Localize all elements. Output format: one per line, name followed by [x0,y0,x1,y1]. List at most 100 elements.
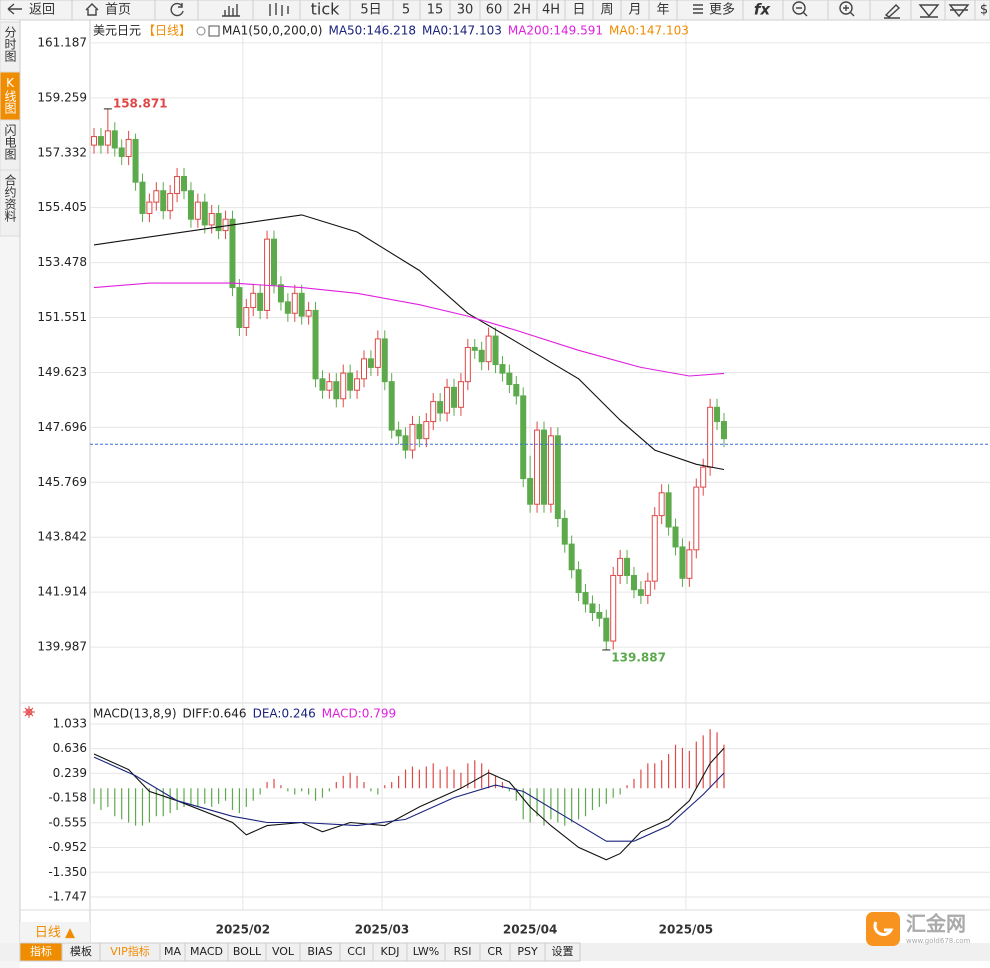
toolbar-button[interactable]: 30 [457,3,474,18]
candle-body [700,466,707,488]
period-button[interactable] [20,922,90,942]
legend-item: MACD:0.799 [322,707,396,721]
legend-item: MA200:149.591 [508,24,603,38]
tri-icon [918,4,940,18]
toolbar-button[interactable]: 4H [542,3,560,18]
y-tick-label: 141.914 [37,585,87,599]
candle-body [104,130,111,146]
indicator-icon [23,706,35,718]
toolbar-button[interactable]: fx [754,1,772,19]
tab-label[interactable]: MACD [190,945,223,958]
toolbar-button[interactable]: 2H [513,3,531,18]
toolbar-button[interactable]: 返回 [29,3,55,18]
toolbar-button[interactable]: 首页 [105,3,131,18]
y-tick-label: 155.405 [37,200,87,214]
candle-body [264,238,271,311]
candle-body [153,190,160,203]
candle-body [658,492,665,517]
candle-body [91,136,98,146]
brand: 汇金网 www.gold678.com [866,912,971,946]
tab-label[interactable]: CR [487,945,503,958]
side-tab-label[interactable]: 合约资料 [3,173,17,222]
low-label: 139.887 [611,650,666,664]
candle-body [693,486,700,551]
toolbar-button[interactable]: 日 [572,3,585,18]
candle-body [181,175,188,192]
toolbar-button[interactable]: $ [980,3,988,18]
candle-body [582,592,589,605]
candle-body [354,378,361,391]
y-tick-label: 159.259 [37,90,87,104]
tab-label[interactable]: LW% [413,945,439,958]
y-tick-label: -0.158 [48,791,87,805]
setting-icon[interactable] [208,25,220,37]
tab-label[interactable]: RSI [454,945,472,958]
candle-body [624,557,631,576]
y-tick-label: -0.952 [48,840,87,854]
candle-body [111,130,118,149]
tab-label[interactable]: BOLL [233,945,262,958]
toolbar-button[interactable]: 5日 [360,3,381,18]
toolbar-button[interactable]: 15 [427,3,444,18]
tab-label[interactable]: VIP指标 [110,944,149,958]
candle-body [416,423,423,440]
tab-label[interactable]: KDJ [381,945,400,958]
candle-body [471,346,478,351]
toolbar-button[interactable]: 更多 [709,2,735,18]
x-tick-label: 2025/04 [503,923,557,937]
add-icon[interactable] [196,26,206,36]
candle-body [395,429,402,437]
candle-body [139,181,146,215]
bar-icon [222,4,240,17]
tab-label[interactable]: 设置 [552,945,574,958]
candle-body [617,557,624,576]
candle-body [513,384,520,397]
side-tab-label[interactable]: 分时图 [3,26,17,62]
toolbar-icons [7,1,970,19]
candle-body [333,381,340,400]
side-tab-label[interactable]: 闪电图 [3,124,17,160]
candle-body [284,301,291,314]
y-tick-label: 1.033 [53,716,87,730]
candle-body [340,372,347,400]
toolbar-button[interactable]: 年 [656,3,669,18]
candle-body [222,218,229,232]
zoom-in-icon [839,1,853,15]
tab-label[interactable]: 模板 [70,944,92,958]
candle-body [534,429,541,505]
candle-body [146,201,153,215]
x-tick-label: 2025/05 [659,923,713,937]
toolbar-button[interactable]: 周 [600,3,613,18]
tab[interactable] [544,942,581,962]
tab-label[interactable]: VOL [272,945,295,958]
candle-body [236,287,243,329]
tab-label[interactable]: BIAS [307,945,332,958]
y-tick-label: 143.842 [37,530,87,544]
candle-body [215,213,222,232]
tab-label[interactable]: CCI [347,945,366,958]
candle-body [478,349,485,363]
toolbar-button[interactable]: tick [311,0,341,19]
period-button-label[interactable]: 日线 ▲ [35,926,75,941]
candle-body [492,335,499,366]
tab-label[interactable]: PSY [517,945,538,958]
toolbar-button[interactable]: 5 [402,3,410,18]
candle-body [291,292,298,314]
candle-body [118,147,125,158]
indicator-line [93,756,725,842]
candle-body [665,492,672,528]
candle-body [651,515,658,582]
candle-icon [269,3,289,16]
candle-body [388,381,395,431]
toolbar-button[interactable]: 60 [486,3,503,18]
candle-body [603,617,610,642]
side-tab-label[interactable]: K线图 [3,76,17,114]
x-tick-label: 2025/03 [355,923,409,937]
tab-label[interactable]: 指标 [30,944,52,958]
toolbar-button[interactable]: 月 [628,3,641,18]
tab-label[interactable]: MA [164,945,181,958]
candle-body [347,372,354,391]
candle-body [430,401,437,423]
chart-title: MACD(13,8,9) [93,707,177,721]
